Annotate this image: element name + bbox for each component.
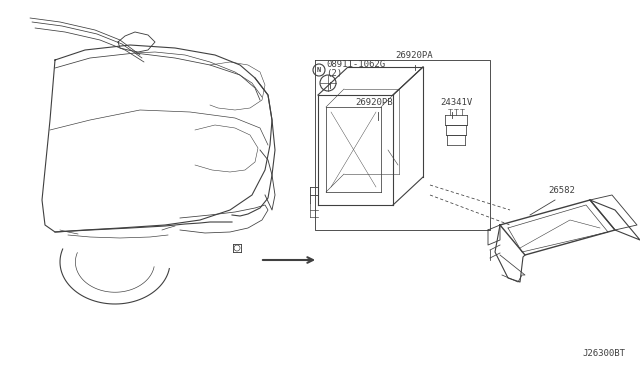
Text: (2): (2) [326,69,342,78]
Text: N: N [317,67,321,73]
Text: 26582: 26582 [548,186,575,195]
Text: 26920PA: 26920PA [395,51,433,60]
Text: 26920PB: 26920PB [355,98,392,107]
Text: 08911-1062G: 08911-1062G [326,60,385,69]
Text: J26300BT: J26300BT [582,349,625,358]
Text: 24341V: 24341V [440,98,472,107]
